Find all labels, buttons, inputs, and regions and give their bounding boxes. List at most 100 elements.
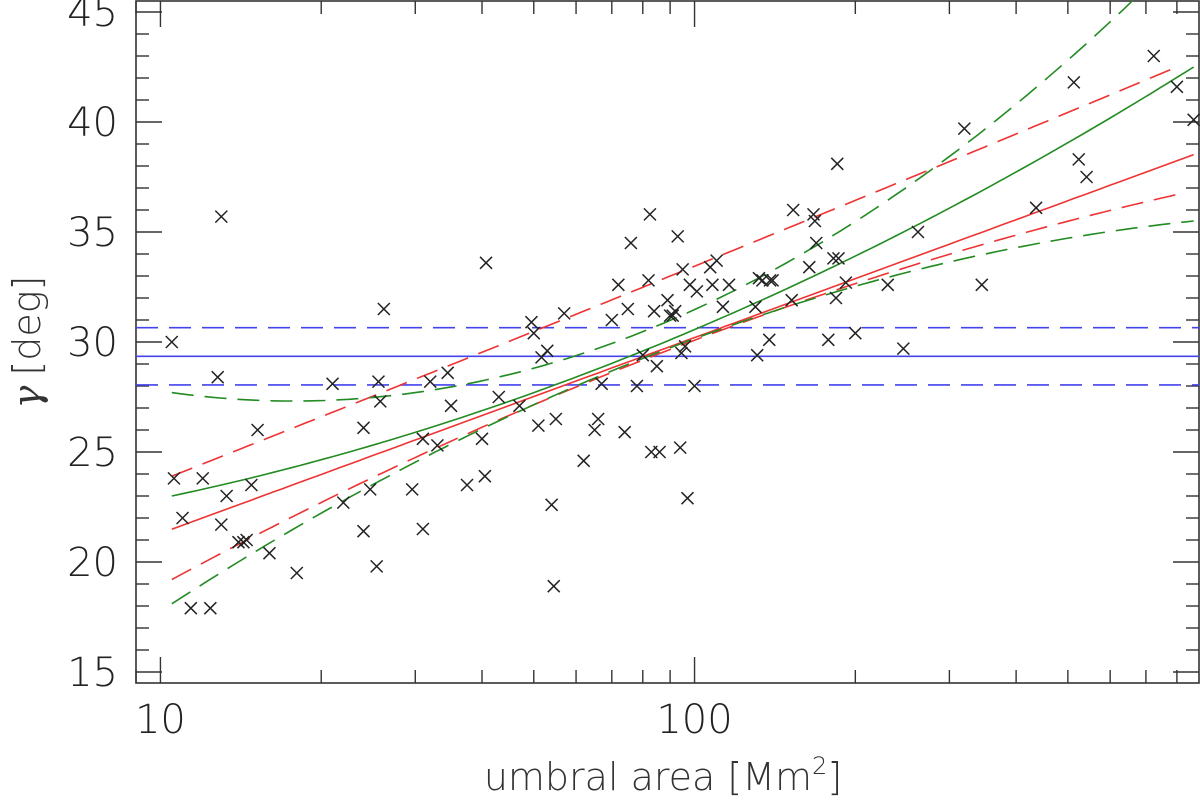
data-point xyxy=(911,225,925,239)
data-point xyxy=(809,236,823,250)
data-point xyxy=(475,432,489,446)
data-point xyxy=(839,276,853,290)
data-point xyxy=(630,379,644,393)
data-point xyxy=(705,278,719,292)
data-point xyxy=(762,333,776,347)
data-point xyxy=(176,511,190,525)
quad-fit-upper-line xyxy=(171,1,1134,402)
data-point xyxy=(957,122,971,136)
data-point xyxy=(167,471,181,485)
x-tick-label: 10 xyxy=(135,697,186,743)
fit-lines xyxy=(136,1,1199,605)
data-point xyxy=(370,559,384,573)
plot-frame xyxy=(135,0,1200,684)
data-point xyxy=(531,419,545,433)
data-point xyxy=(660,293,675,307)
data-point xyxy=(460,478,474,492)
data-point xyxy=(478,469,492,483)
data-point xyxy=(621,302,635,316)
data-point xyxy=(549,412,563,426)
data-point xyxy=(577,454,591,468)
data-point xyxy=(441,366,455,380)
data-point xyxy=(896,342,910,356)
data-point xyxy=(363,482,377,496)
data-point xyxy=(1080,170,1094,184)
x-axis-title: umbral area [Mm2] xyxy=(484,752,842,799)
data-point xyxy=(545,498,559,512)
data-point xyxy=(524,315,538,329)
y-axis-title: γ [deg] xyxy=(5,276,49,409)
data-point xyxy=(356,421,371,435)
data-point xyxy=(647,304,661,318)
data-point xyxy=(848,326,862,340)
data-point xyxy=(722,278,736,292)
data-point xyxy=(674,346,688,360)
data-point xyxy=(231,535,246,549)
data-point xyxy=(591,412,605,426)
data-point xyxy=(492,390,506,404)
data-point xyxy=(444,399,458,413)
data-point xyxy=(821,333,835,347)
axis-ticks xyxy=(135,1,1199,683)
data-point xyxy=(405,482,419,496)
data-point xyxy=(680,491,695,505)
x-tick-label: 100 xyxy=(656,697,732,743)
data-point xyxy=(636,348,650,362)
data-point xyxy=(1170,80,1184,94)
data-point xyxy=(748,300,762,314)
linear-fit-lower-line xyxy=(171,193,1178,581)
data-point xyxy=(1147,49,1161,63)
data-point xyxy=(220,489,234,503)
data-point xyxy=(750,348,764,362)
data-point xyxy=(1072,152,1086,166)
data-point xyxy=(214,210,228,224)
svg-text:γ[deg]: γ [deg] xyxy=(5,276,49,409)
y-axis-title-symbol: γ xyxy=(5,385,49,408)
data-point xyxy=(676,262,690,276)
data-point xyxy=(595,377,609,391)
data-point xyxy=(527,326,541,340)
data-point xyxy=(373,394,387,408)
y-tick-label: 35 xyxy=(67,210,118,256)
data-point xyxy=(214,518,228,532)
y-tick-label: 45 xyxy=(67,0,118,36)
data-points xyxy=(165,49,1200,615)
data-point xyxy=(641,273,656,287)
data-point xyxy=(802,260,816,274)
data-point xyxy=(326,377,340,391)
linear-fit-upper-line xyxy=(171,66,1178,477)
data-point xyxy=(1067,75,1081,89)
x-axis-title-suffix: ] xyxy=(827,755,842,799)
data-point xyxy=(671,229,685,243)
data-point xyxy=(605,313,619,327)
data-point xyxy=(710,254,724,268)
data-point xyxy=(165,335,179,349)
data-point xyxy=(336,496,350,510)
data-point xyxy=(290,566,304,580)
data-point xyxy=(416,432,430,446)
data-point xyxy=(423,375,437,389)
data-point xyxy=(653,445,667,459)
y-tick-label: 20 xyxy=(67,540,118,586)
data-point xyxy=(826,251,840,265)
quad-fit-lower-line xyxy=(171,220,1194,605)
y-tick-label: 40 xyxy=(67,100,118,146)
data-point xyxy=(975,278,989,292)
data-point xyxy=(678,339,692,353)
data-point xyxy=(829,291,843,305)
data-point xyxy=(766,273,780,287)
data-point xyxy=(416,522,430,536)
linear-fit-line xyxy=(171,153,1194,531)
data-point xyxy=(240,533,254,547)
data-point xyxy=(479,256,493,270)
y-tick-label: 30 xyxy=(67,320,118,366)
data-point xyxy=(430,438,444,452)
data-point xyxy=(650,359,664,373)
data-point xyxy=(540,344,554,358)
data-point xyxy=(196,471,210,485)
data-point xyxy=(643,207,657,221)
y-tick-label: 25 xyxy=(67,430,118,476)
data-point xyxy=(785,293,799,307)
data-point xyxy=(547,579,561,593)
data-point xyxy=(673,441,687,455)
